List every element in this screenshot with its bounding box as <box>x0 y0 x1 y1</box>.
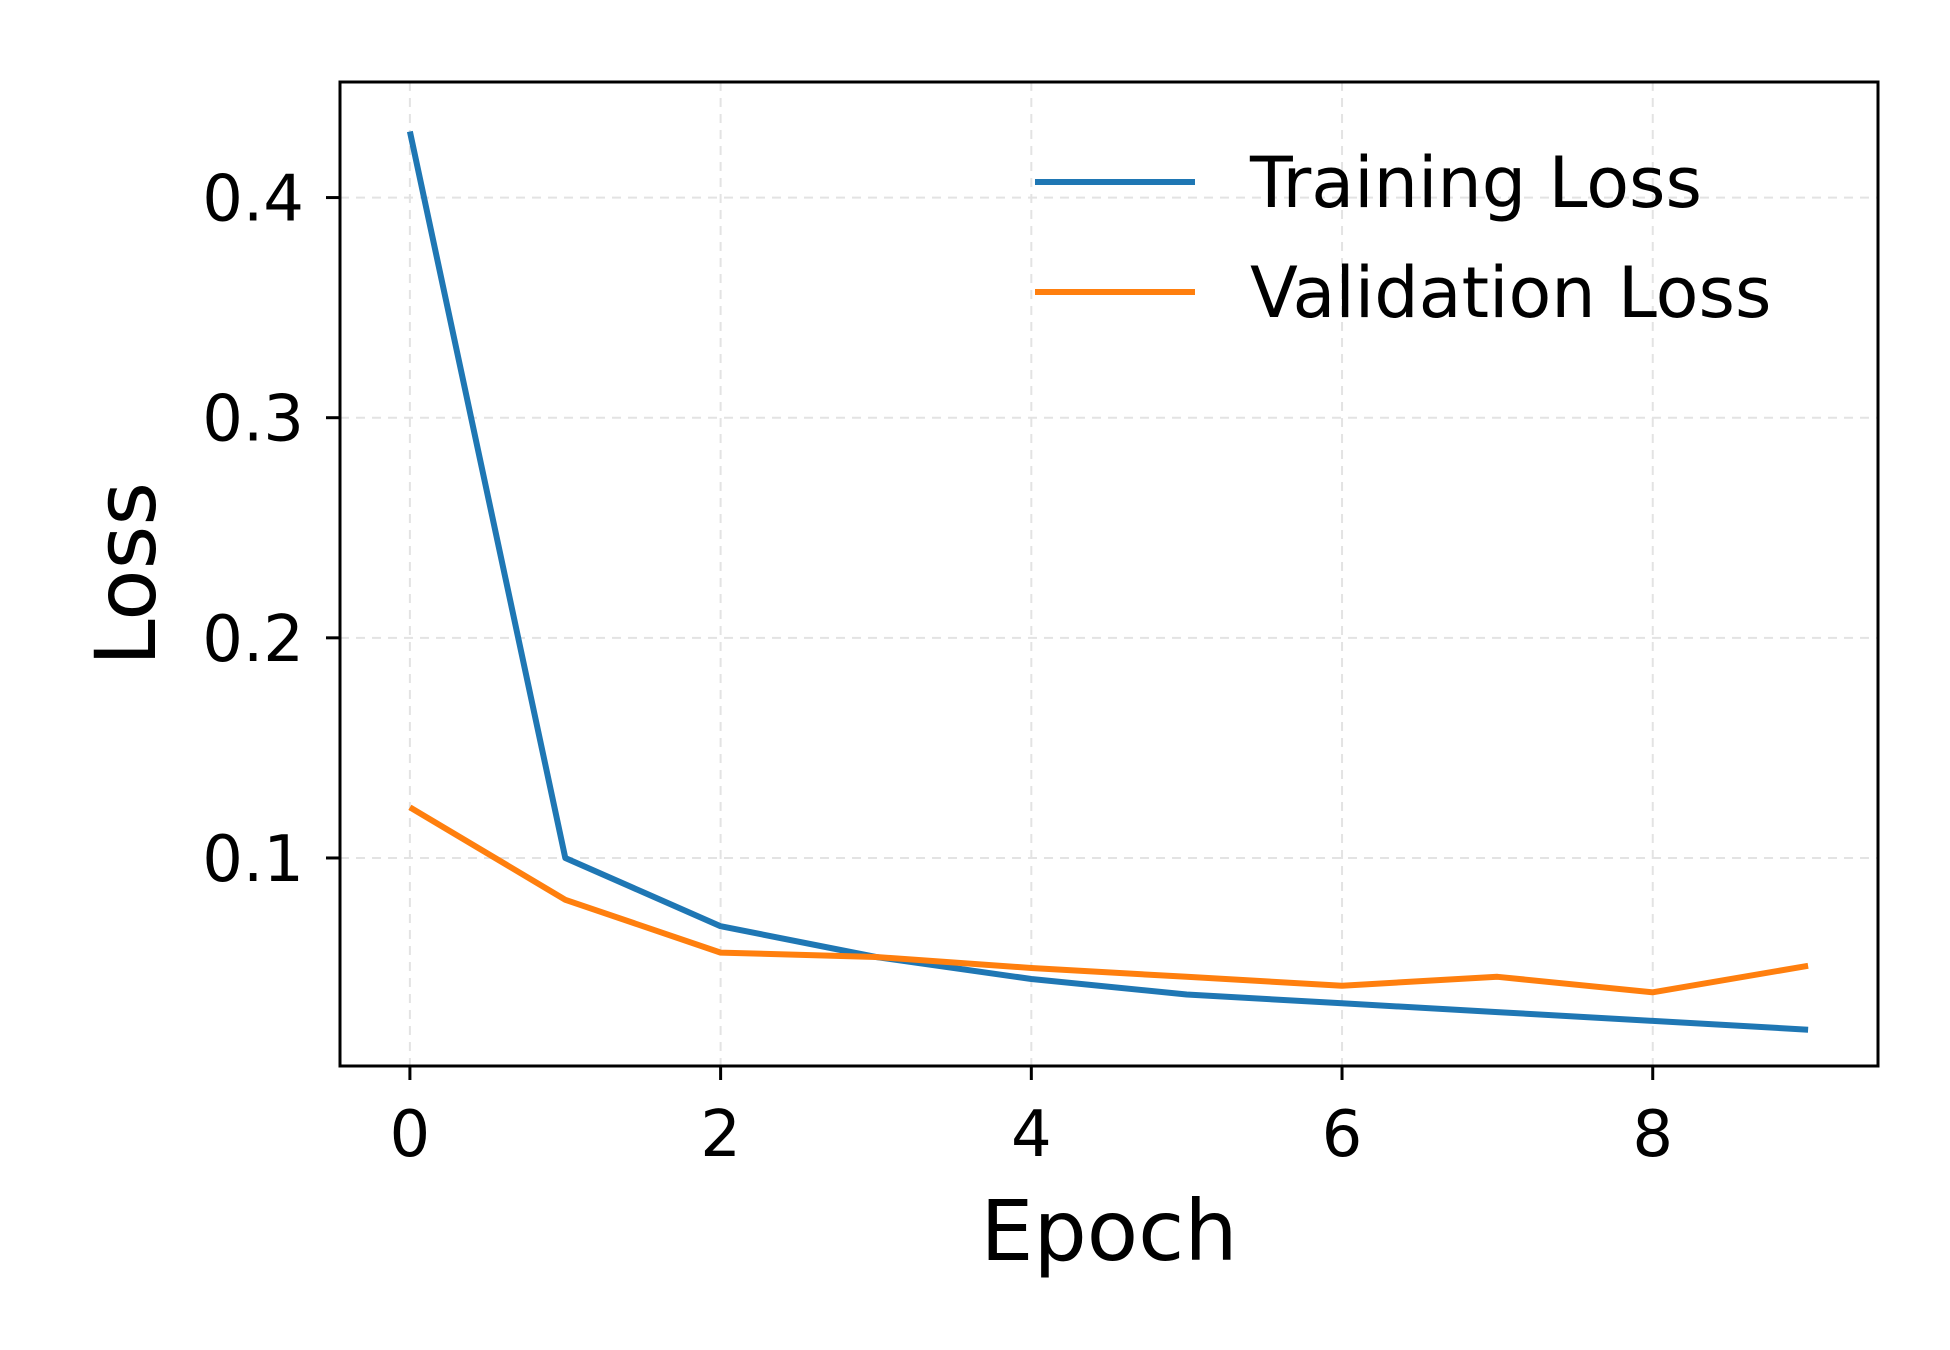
plot-frame <box>338 80 1880 1068</box>
series-group <box>406 130 1809 1033</box>
x-tick-label: 4 <box>1011 1098 1052 1172</box>
series-line-validation-loss <box>408 804 1809 996</box>
x-tick-label: 2 <box>700 1098 741 1172</box>
y-tick-label: 0.2 <box>202 603 304 677</box>
ticks: 0 2 4 6 8 0.1 0.2 0.3 0.4 <box>202 163 1673 1172</box>
x-tick-label: 0 <box>390 1098 431 1172</box>
grid <box>340 82 1878 1066</box>
x-tick-label: 8 <box>1632 1098 1673 1172</box>
y-axis-label: Loss <box>77 482 175 666</box>
series-line-training-loss <box>406 130 1809 1033</box>
x-tick-label: 6 <box>1322 1098 1363 1172</box>
y-tick-label: 0.3 <box>202 383 304 457</box>
y-tick-label: 0.4 <box>202 163 304 237</box>
y-tick-label: 0.1 <box>202 823 304 897</box>
legend-label: Training Loss <box>1249 142 1702 224</box>
legend-label: Validation Loss <box>1250 252 1771 334</box>
x-axis-label: Epoch <box>980 1182 1237 1280</box>
legend: Training Loss Validation Loss <box>1035 142 1771 334</box>
